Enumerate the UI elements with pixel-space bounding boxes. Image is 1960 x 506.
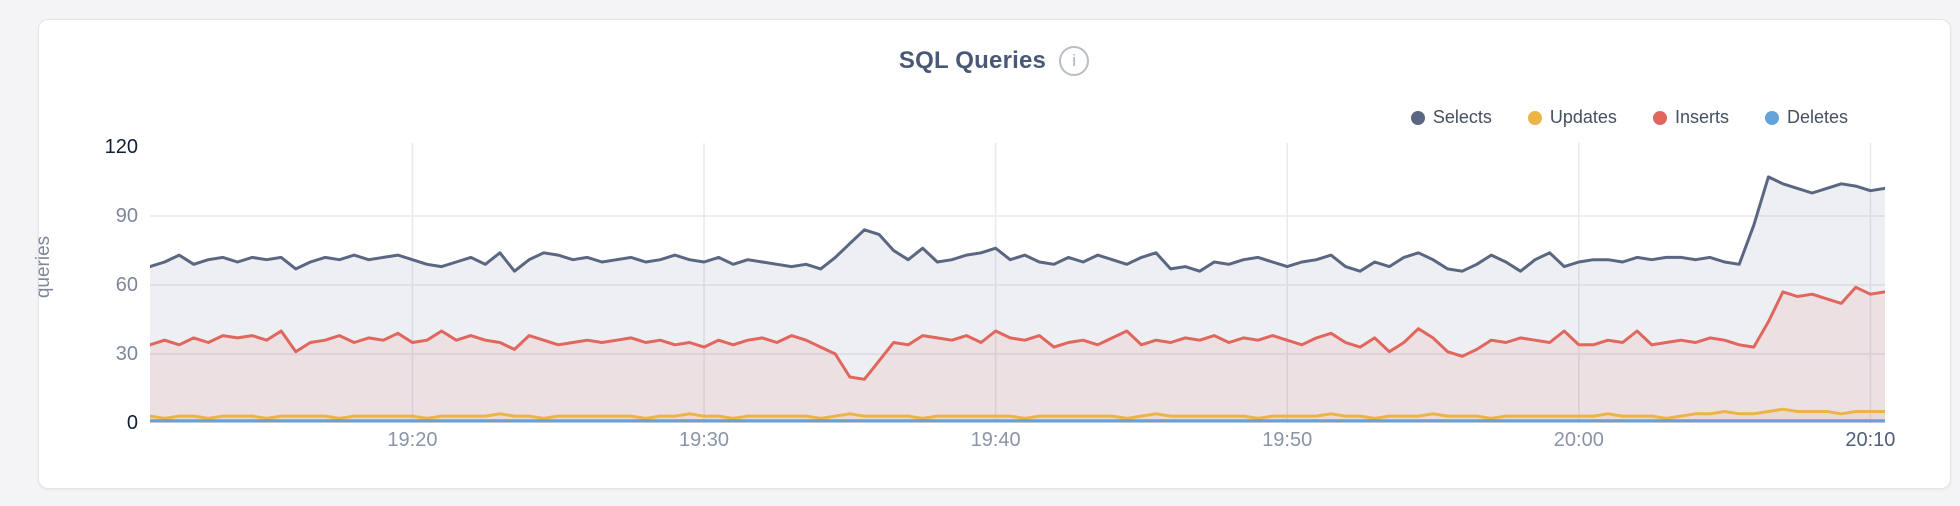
y-axis-title: queries: [33, 235, 54, 299]
y-tick-label: 0: [126, 412, 138, 434]
legend-label-selects: Selects: [1432, 107, 1492, 127]
updates-line: [150, 407, 1885, 420]
x-tick-label: 19:20: [387, 429, 438, 451]
legend-item-inserts[interactable]: Inserts: [1652, 107, 1729, 128]
y-tick-label: 90: [115, 205, 138, 227]
info-icon[interactable]: i: [1059, 46, 1090, 76]
x-tick-label: 19:30: [679, 429, 730, 451]
selects-legend-dot-icon: [1410, 110, 1425, 125]
chart-title: SQL Queries: [898, 47, 1047, 74]
y-tick-label: 30: [115, 343, 138, 365]
legend: Selects Updates Inserts Deletes: [1410, 107, 1848, 128]
legend-label-updates: Updates: [1549, 107, 1617, 127]
legend-item-selects[interactable]: Selects: [1410, 107, 1492, 128]
selects-line: [150, 175, 1885, 273]
y-tick-label: 60: [115, 274, 138, 296]
chart-plot[interactable]: [150, 118, 1885, 430]
x-tick-label: 19:50: [1262, 429, 1313, 451]
x-tick-label: 19:40: [970, 429, 1021, 451]
legend-item-updates[interactable]: Updates: [1527, 107, 1617, 128]
inserts-line: [150, 285, 1885, 381]
deletes-legend-dot-icon: [1764, 110, 1779, 125]
selects-area: [150, 176, 1885, 423]
y-tick-label: 120: [104, 136, 138, 158]
legend-item-deletes[interactable]: Deletes: [1764, 107, 1848, 128]
inserts-area: [150, 287, 1885, 423]
info-icon-glyph: i: [1072, 51, 1076, 70]
legend-label-deletes: Deletes: [1786, 107, 1848, 127]
inserts-legend-dot-icon: [1652, 110, 1667, 125]
legend-label-inserts: Inserts: [1674, 107, 1729, 127]
chart-card: [38, 19, 1951, 489]
chart-header: SQL Queries i: [38, 46, 1950, 76]
updates-legend-dot-icon: [1527, 110, 1542, 125]
x-tick-label: 20:00: [1553, 429, 1604, 451]
x-tick-label: 20:10: [1845, 429, 1896, 451]
